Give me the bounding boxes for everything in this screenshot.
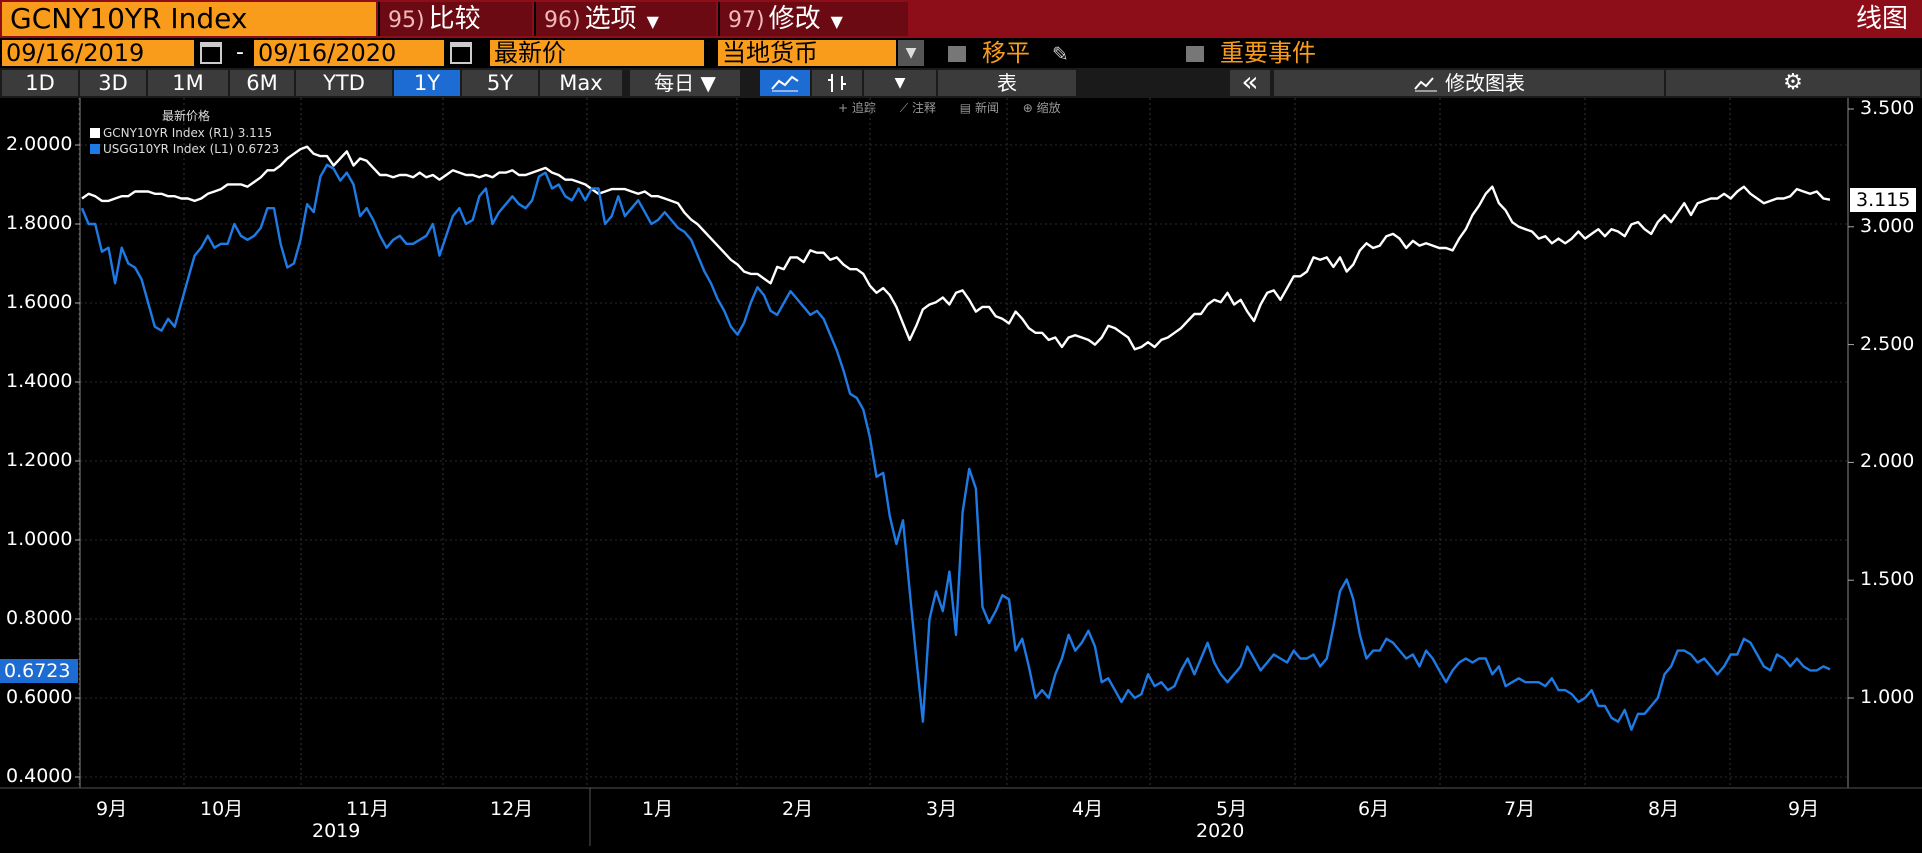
chevron-down-icon: ▼ bbox=[830, 12, 843, 31]
y-tick-left: 1.6000 bbox=[6, 291, 73, 313]
modify-label: 修改 bbox=[768, 4, 821, 34]
year-label: 2020 bbox=[1196, 820, 1245, 842]
events-label: 重要事件 bbox=[1220, 39, 1316, 67]
y-tick-right: 2.000 bbox=[1860, 450, 1915, 473]
x-tick-label: 12月 bbox=[490, 798, 534, 820]
shift-label: 移平 bbox=[982, 39, 1030, 67]
ohlc-glyph bbox=[828, 74, 846, 92]
table-button[interactable]: 表 bbox=[938, 70, 1076, 96]
y-tick-right: 3.500 bbox=[1860, 97, 1915, 119]
options-label: 选项 bbox=[584, 4, 637, 34]
x-tick-label: 9月 bbox=[1788, 798, 1820, 820]
news-tool[interactable]: ▤ 新闻 bbox=[959, 101, 999, 115]
range-6m[interactable]: 6M bbox=[230, 70, 294, 96]
command-bar: GCNY10YR Index 95) 比较 96) 选项 ▼ 97) 修改 ▼ 线图 bbox=[0, 0, 1922, 38]
y-tick-left: 0.4000 bbox=[6, 765, 73, 787]
x-tick-label: 6月 bbox=[1358, 798, 1390, 820]
events-checkbox[interactable] bbox=[1186, 46, 1204, 62]
pencil-icon[interactable]: ✎ bbox=[1052, 42, 1069, 66]
end-date-input[interactable]: 09/16/2020 bbox=[254, 40, 444, 66]
compare-number: 95) bbox=[388, 8, 425, 33]
date-separator: - bbox=[236, 40, 244, 65]
series-line-usgg bbox=[80, 163, 1831, 731]
y-tick-right: 1.000 bbox=[1860, 686, 1915, 708]
y-tick-left: 0.6000 bbox=[6, 686, 73, 708]
range-ytd[interactable]: YTD bbox=[296, 70, 392, 96]
calendar-icon[interactable] bbox=[200, 42, 222, 64]
x-tick-label: 4月 bbox=[1072, 798, 1104, 820]
edit-chart-label: 修改图表 bbox=[1445, 71, 1525, 95]
ticker-input[interactable]: GCNY10YR Index bbox=[2, 2, 376, 36]
compare-menu[interactable]: 95) 比较 bbox=[378, 2, 532, 36]
chevron-down-icon[interactable]: ▼ bbox=[898, 40, 924, 66]
zoom-tool[interactable]: ⊕ 缩放 bbox=[1022, 101, 1061, 115]
range-max[interactable]: Max bbox=[540, 70, 622, 96]
shift-checkbox[interactable] bbox=[948, 46, 966, 62]
options-menu[interactable]: 96) 选项 ▼ bbox=[534, 2, 716, 36]
y-tick-left: 1.8000 bbox=[6, 212, 73, 234]
modify-number: 97) bbox=[728, 8, 765, 33]
collapse-icon[interactable]: « bbox=[1230, 68, 1270, 96]
legend-swatch-usgg bbox=[90, 144, 100, 154]
y-tick-right: 2.500 bbox=[1860, 332, 1915, 355]
currency-select[interactable]: 当地货币 bbox=[718, 40, 896, 66]
range-1d[interactable]: 1D bbox=[2, 70, 78, 96]
y-tick-left: 1.2000 bbox=[6, 449, 73, 471]
line-chart-glyph bbox=[771, 75, 799, 92]
x-tick-label: 3月 bbox=[926, 798, 958, 820]
start-date-input[interactable]: 09/16/2019 bbox=[2, 40, 194, 66]
annotate-tool[interactable]: ⟋ 注释 bbox=[899, 101, 936, 115]
last-value-usgg: 0.6723 bbox=[0, 659, 78, 683]
y-tick-left: 1.0000 bbox=[6, 528, 73, 550]
chevron-down-icon: ▼ bbox=[646, 12, 659, 31]
calendar-icon[interactable] bbox=[450, 42, 472, 64]
legend-item-gcny: GCNY10YR Index (R1) 3.115 bbox=[90, 125, 272, 141]
edit-chart-icon bbox=[1414, 77, 1437, 92]
legend-title: 最新价格 bbox=[162, 109, 211, 123]
news-tool-label: 新闻 bbox=[974, 101, 999, 115]
field-select[interactable]: 最新价 bbox=[490, 40, 704, 66]
range-1m[interactable]: 1M bbox=[148, 70, 228, 96]
series-line-gcny bbox=[81, 145, 1831, 351]
gear-icon[interactable]: ⚙ bbox=[1666, 70, 1920, 96]
zoom-tool-label: 缩放 bbox=[1036, 101, 1061, 115]
legend-label-usgg: USGG10YR Index (L1) 0.6723 bbox=[103, 142, 280, 156]
annotate-tool-label: 注释 bbox=[911, 101, 936, 115]
last-value-gcny: 3.115 bbox=[1850, 188, 1917, 212]
x-tick-label: 9月 bbox=[96, 798, 128, 820]
toolbar: 1D 3D 1M 6M YTD 1Y 5Y Max 每日 ▼ ▼ 表 « 修改图… bbox=[0, 68, 1922, 98]
chart-mini-tools: + 追踪 ⟋ 注释 ▤ 新闻 ⊕ 缩放 bbox=[838, 99, 1081, 116]
range-1y[interactable]: 1Y bbox=[394, 70, 460, 96]
chart-type-label: 线图 bbox=[1855, 4, 1908, 34]
year-label: 2019 bbox=[312, 820, 361, 842]
bar-chart-icon[interactable] bbox=[812, 70, 862, 96]
legend-label-gcny: GCNY10YR Index (R1) 3.115 bbox=[103, 126, 273, 140]
modify-menu[interactable]: 97) 修改 ▼ bbox=[718, 2, 908, 36]
x-tick-label: 2月 bbox=[782, 798, 814, 820]
range-5y[interactable]: 5Y bbox=[462, 70, 538, 96]
options-number: 96) bbox=[544, 8, 581, 33]
compare-label: 比较 bbox=[428, 4, 481, 34]
period-select[interactable]: 每日 ▼ bbox=[630, 70, 740, 96]
settings-bar: 09/16/2019 - 09/16/2020 最新价 当地货币 ▼ 移平 ✎ … bbox=[0, 38, 1922, 68]
range-3d[interactable]: 3D bbox=[80, 70, 146, 96]
legend-swatch-gcny bbox=[90, 128, 100, 138]
line-chart[interactable] bbox=[0, 98, 1922, 853]
legend-item-usgg: USGG10YR Index (L1) 0.6723 bbox=[90, 141, 279, 157]
edit-chart-button[interactable]: 修改图表 bbox=[1274, 70, 1664, 96]
y-tick-left: 0.8000 bbox=[6, 607, 73, 629]
x-tick-label: 8月 bbox=[1648, 798, 1680, 820]
x-tick-label: 1月 bbox=[642, 798, 674, 820]
chevron-down-icon[interactable]: ▼ bbox=[864, 70, 936, 96]
x-tick-label: 10月 bbox=[200, 798, 244, 820]
x-tick-label: 11月 bbox=[346, 798, 390, 820]
y-tick-right: 1.500 bbox=[1860, 568, 1915, 591]
x-tick-label: 5月 bbox=[1216, 798, 1248, 820]
y-tick-left: 1.4000 bbox=[6, 370, 73, 392]
x-tick-label: 7月 bbox=[1504, 798, 1536, 820]
y-tick-right: 3.000 bbox=[1860, 214, 1915, 237]
y-tick-left: 2.0000 bbox=[6, 133, 73, 155]
line-chart-icon[interactable] bbox=[760, 70, 810, 96]
